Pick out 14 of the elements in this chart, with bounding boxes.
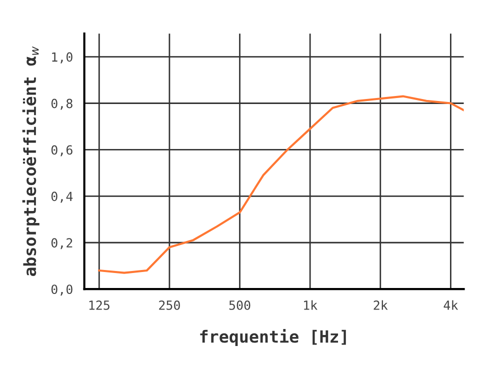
- x-tick-label: 250: [159, 300, 180, 310]
- y-axis-title: absorptiecoëfficiënt α$_{w}$: [22, 46, 40, 276]
- y-tick-label: 1,0: [52, 52, 72, 64]
- x-tick-label: 2k: [374, 300, 388, 310]
- y-tick-label: 0,2: [51, 238, 72, 250]
- y-tick-label: 0,4: [51, 192, 73, 203]
- x-tick-label: 4k: [444, 300, 458, 310]
- y-tick-label: 0,6: [51, 145, 72, 156]
- y-tick-label: 0,0: [51, 284, 72, 296]
- x-tick-label: 500: [229, 300, 250, 310]
- x-tick-label: 1k: [304, 300, 318, 310]
- x-axis-title: frequentie [Hz]: [200, 329, 346, 346]
- y-tick-label: 0,8: [51, 98, 72, 110]
- x-tick-label: 125: [89, 300, 110, 310]
